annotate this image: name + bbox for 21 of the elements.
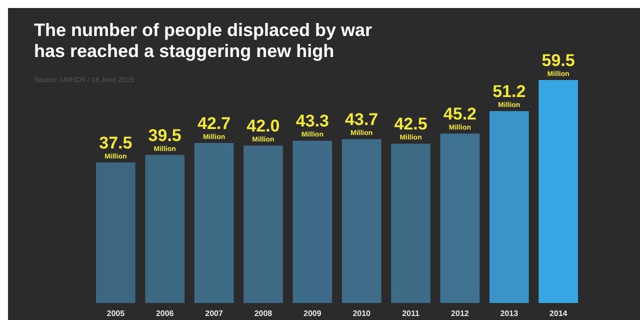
- bar: [538, 80, 578, 303]
- bar: [145, 154, 185, 303]
- bar: [489, 111, 529, 303]
- bar: [194, 142, 234, 303]
- chart-title: The number of people displaced by war has reached a staggering new high: [34, 20, 372, 61]
- bar: [342, 139, 382, 303]
- x-tick-label: 2010: [352, 309, 372, 318]
- bar: [244, 146, 283, 303]
- x-tick-label: 2006: [156, 309, 174, 318]
- x-tick-label: 2005: [106, 309, 126, 318]
- x-tick-label: 2013: [500, 309, 519, 318]
- x-tick-label: 2012: [451, 309, 470, 318]
- x-tick-label: 2011: [402, 309, 420, 318]
- bar: [440, 134, 480, 303]
- bar: [96, 162, 136, 303]
- bar: [391, 144, 430, 303]
- bar: [292, 140, 332, 303]
- x-tick-label: 2014: [549, 309, 568, 318]
- x-tick-label: 2008: [254, 309, 273, 318]
- x-tick-label: 2007: [205, 309, 224, 318]
- x-tick-label: 2009: [304, 309, 322, 318]
